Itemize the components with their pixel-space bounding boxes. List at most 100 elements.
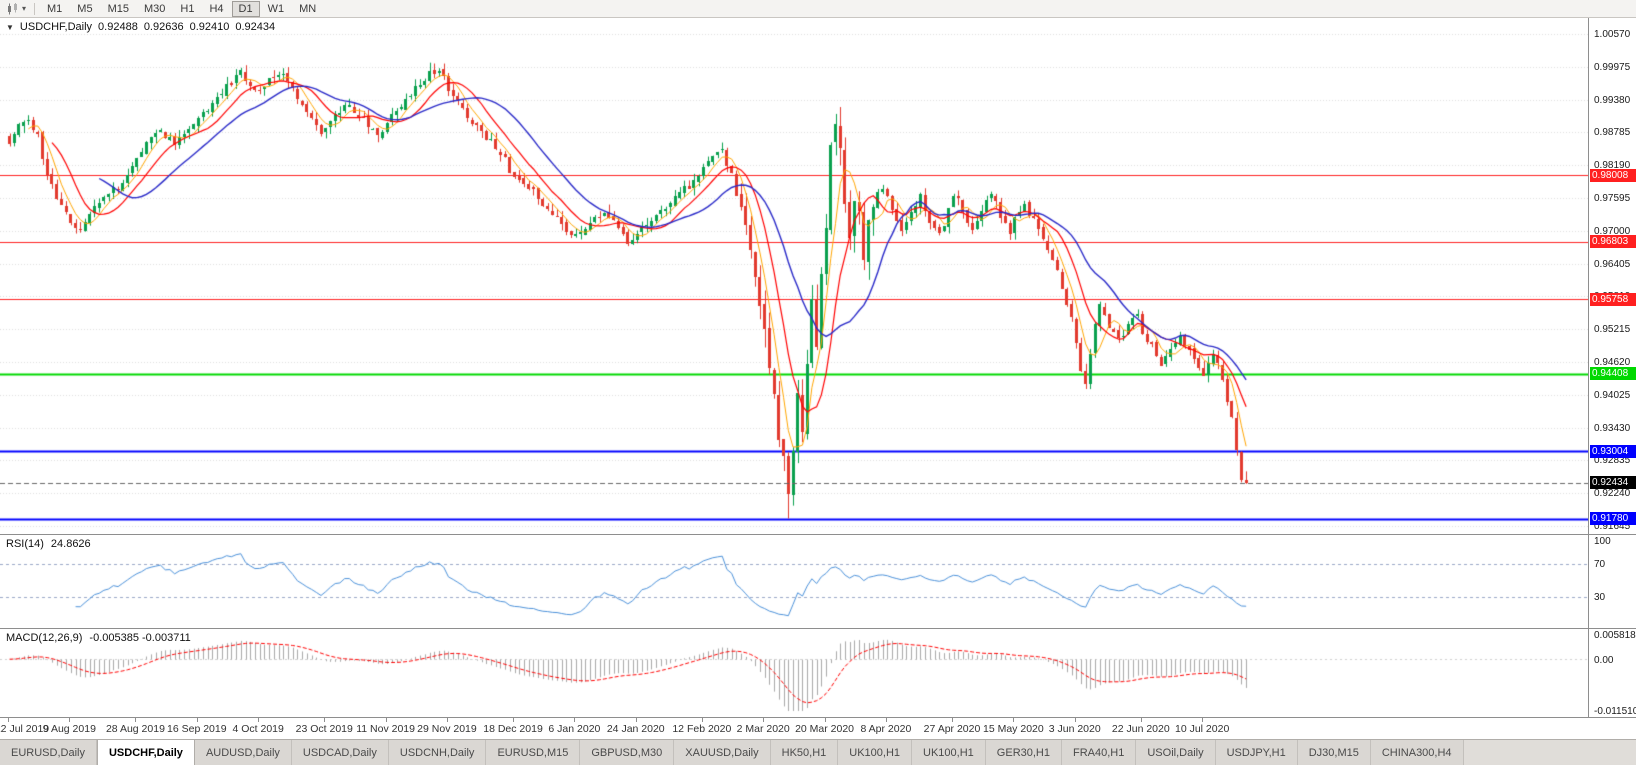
timeframe-button-m1[interactable]: M1 — [40, 1, 69, 17]
chart-header: ▼ USDCHF,Daily 0.92488 0.92636 0.92410 0… — [6, 21, 275, 33]
rsi-axis-label: 30 — [1594, 592, 1606, 604]
time-axis-label: 9 Aug 2019 — [42, 723, 96, 735]
time-axis-tick — [1141, 718, 1142, 722]
price-line-badge: 0.98008 — [1590, 168, 1636, 182]
symbol-title: USDCHF,Daily — [19, 21, 93, 33]
timeframe-button-h1[interactable]: H1 — [173, 1, 201, 17]
tab-usdchf-daily[interactable]: USDCHF,Daily — [96, 740, 195, 765]
timeframe-button-d1[interactable]: D1 — [231, 0, 260, 17]
time-axis-label: 20 Mar 2020 — [795, 723, 855, 735]
price-axis-label: 0.97000 — [1594, 225, 1631, 237]
time-axis-tick — [258, 718, 259, 722]
timeframe-button-m15[interactable]: M15 — [101, 1, 136, 17]
price-axis-label: 0.91645 — [1594, 521, 1631, 532]
tab-dj30-m15[interactable]: DJ30,M15 — [1297, 740, 1371, 765]
ohlc-close: 0.92434 — [235, 21, 276, 33]
price-axis-label: 0.97595 — [1594, 193, 1631, 204]
macd-label: MACD(12,26,9) -0.005385 -0.003711 — [6, 632, 191, 644]
time-axis-label: 12 Feb 2020 — [672, 723, 732, 735]
tab-uk100-h1[interactable]: UK100,H1 — [912, 740, 986, 765]
price-axis-label: 1.00570 — [1594, 29, 1631, 40]
price-axis-label: 0.98785 — [1594, 127, 1631, 139]
time-axis-label: 28 Aug 2019 — [105, 723, 165, 735]
time-axis-tick — [825, 718, 826, 722]
timeframe-button-h4[interactable]: H4 — [202, 1, 230, 17]
price-chart-canvas[interactable] — [0, 18, 1588, 534]
time-axis-tick — [8, 718, 9, 722]
price-line-badge: 0.93004 — [1590, 444, 1636, 458]
chart-tabs: EURUSD,Daily USDCHF,Daily AUDUSD,Daily USDC… — [0, 739, 1636, 765]
time-axis-label: 6 Jan 2020 — [548, 723, 601, 735]
time-axis-label: 18 Dec 2019 — [483, 723, 543, 735]
price-axis-label: 0.99975 — [1594, 61, 1631, 73]
tab-hk50-h1[interactable]: HK50,H1 — [770, 740, 839, 765]
price-line-badge: 0.91780 — [1590, 512, 1636, 526]
timeframe-button-m5[interactable]: M5 — [70, 1, 99, 17]
tab-gbpusd-m30[interactable]: GBPUSD,M30 — [580, 740, 675, 765]
time-axis-tick — [135, 718, 136, 722]
price-axis[interactable]: 1.00570 0.99975 0.99380 0.98785 0.98190 0.975… — [1588, 18, 1636, 534]
price-line-badge: 0.95758 — [1590, 292, 1636, 306]
macd-canvas[interactable] — [0, 629, 1588, 717]
time-axis-tick — [886, 718, 887, 722]
time-axis-label: 22 Jun 2020 — [1111, 723, 1170, 735]
rsi-name: RSI(14) — [6, 538, 44, 550]
time-axis-label: 27 Apr 2020 — [923, 723, 981, 735]
time-axis-label: 4 Oct 2019 — [232, 723, 284, 735]
macd-axis[interactable]: 0.005818 0.00 -0.011510 — [1588, 629, 1636, 717]
tab-eurusd-daily[interactable]: EURUSD,Daily — [0, 740, 97, 765]
timeframe-button-m30[interactable]: M30 — [137, 1, 172, 17]
rsi-label: RSI(14) 24.8626 — [6, 538, 91, 550]
tab-audusd-daily[interactable]: AUDUSD,Daily — [194, 740, 292, 765]
time-axis-label: 29 Nov 2019 — [417, 723, 477, 735]
time-axis-tick — [763, 718, 764, 722]
timeframe-button-w1[interactable]: W1 — [261, 1, 292, 17]
price-chart-pane: ▼ USDCHF,Daily 0.92488 0.92636 0.92410 0… — [0, 18, 1636, 534]
tab-china300-h4[interactable]: CHINA300,H4 — [1370, 740, 1464, 765]
price-line-badge: 0.94408 — [1590, 367, 1636, 381]
time-axis-label: 16 Sep 2019 — [167, 723, 227, 735]
rsi-axis[interactable]: 100 70 30 — [1588, 535, 1636, 628]
ohlc-open: 0.92488 — [98, 21, 138, 33]
time-axis-tick — [69, 718, 70, 722]
time-axis-tick — [197, 718, 198, 722]
tab-usdcnh-daily[interactable]: USDCNH,Daily — [388, 740, 487, 765]
price-axis-label: 0.93430 — [1594, 422, 1631, 434]
price-line-badge: 0.96803 — [1590, 235, 1636, 249]
time-axis-tick — [1202, 718, 1203, 722]
time-axis-tick — [1075, 718, 1076, 722]
tab-fra40-h1[interactable]: FRA40,H1 — [1062, 740, 1137, 765]
collapse-arrow-icon[interactable]: ▼ — [6, 22, 14, 32]
time-axis-label: 2 Mar 2020 — [736, 723, 790, 735]
rsi-value: 24.8626 — [50, 538, 91, 550]
tab-usoil-daily[interactable]: USOil,Daily — [1136, 740, 1216, 765]
tab-uk100-h1[interactable]: UK100,H1 — [838, 740, 913, 765]
price-axis-label: 0.94025 — [1594, 389, 1631, 401]
time-axis-label: 22 Jul 2019 — [0, 723, 50, 735]
macd-name: MACD(12,26,9) — [6, 632, 83, 644]
tab-eurusd-m15[interactable]: EURUSD,M15 — [486, 740, 581, 765]
price-axis-label: 0.99380 — [1594, 94, 1631, 106]
time-axis[interactable]: 22 Jul 2019 9 Aug 2019 28 Aug 2019 16 Sep 2… — [0, 717, 1636, 739]
time-axis-tick — [636, 718, 637, 722]
timeframe-buttons: M1 M5 M15 M30 H1 H4 D1 W1 MN — [40, 0, 323, 17]
chevron-down-icon[interactable]: ▾ — [22, 4, 27, 13]
rsi-indicator-pane: RSI(14) 24.8626 100 70 30 — [0, 534, 1636, 628]
time-axis-label: 15 May 2020 — [983, 723, 1044, 735]
timeframe-button-mn[interactable]: MN — [292, 1, 323, 17]
chart-type-icon[interactable] — [4, 2, 22, 15]
current-price-badge: 0.92434 — [1590, 476, 1636, 489]
time-axis-label: 11 Nov 2019 — [356, 723, 415, 735]
tab-ger30-h1[interactable]: GER30,H1 — [985, 740, 1062, 765]
tab-usdjpy-h1[interactable]: USDJPY,H1 — [1215, 740, 1298, 765]
timeframe-toolbar: ▾ M1 M5 M15 M30 H1 H4 D1 W1 MN — [0, 0, 1636, 18]
tab-xauusd-daily[interactable]: XAUUSD,Daily — [674, 740, 771, 765]
macd-indicator-pane: MACD(12,26,9) -0.005385 -0.003711 0.0058… — [0, 628, 1636, 717]
tab-usdcad-daily[interactable]: USDCAD,Daily — [291, 740, 389, 765]
time-axis-tick — [702, 718, 703, 722]
price-axis-label: 0.98190 — [1594, 160, 1631, 172]
price-axis-label: 0.92240 — [1594, 488, 1631, 500]
rsi-canvas[interactable] — [0, 535, 1588, 628]
toolbar-divider — [34, 2, 36, 15]
